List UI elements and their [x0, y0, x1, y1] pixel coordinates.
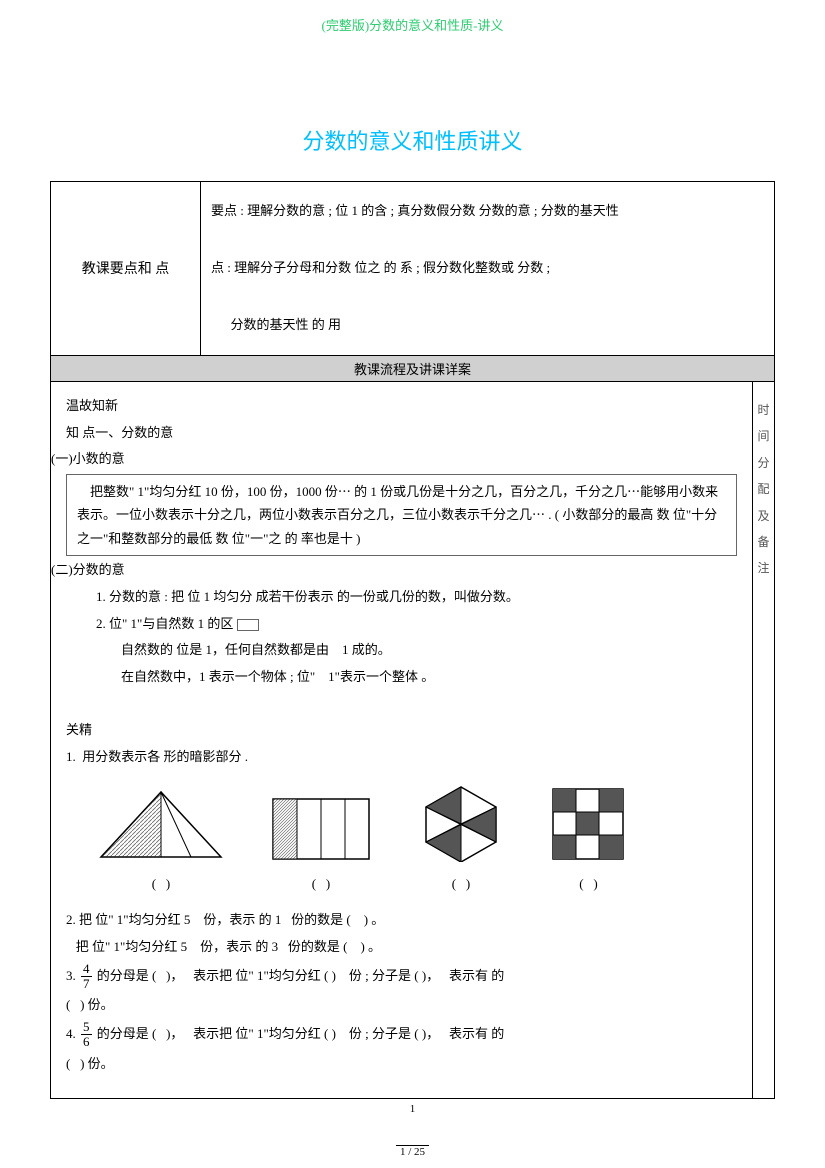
def1: 1. 分数的意 : 把 位 1 均匀分 成若干份表示 的一份或几份的数，叫做分数… — [66, 585, 737, 610]
points-label: 教课要点和 点 — [51, 182, 201, 356]
doc-title: 分数的意义和性质讲义 — [50, 124, 775, 156]
triangle-shape — [96, 787, 226, 862]
ex4b: ( ) 份。 — [66, 1052, 737, 1077]
decimal-box: 把整数" 1"均匀分红 10 份，100 份，1000 份⋯ 的 1 份或几份是… — [66, 474, 737, 556]
doc-header: (完整版)分数的意义和性质-讲义 — [50, 15, 775, 34]
grid-shape — [551, 787, 626, 862]
shapes-row — [66, 772, 737, 867]
page-footer: 1 1 / 25 — [0, 1103, 825, 1158]
ex3: 3. 47 的分母是 ( )， 表示把 位" 1"均匀分红 ( ) 份 ; 分子… — [66, 962, 737, 992]
ex2b: 把 位" 1"均匀分红 5 份，表示 的 3 份的数是 ( ) 。 — [66, 935, 737, 960]
section-header: 教课流程及讲课详案 — [51, 355, 775, 381]
hexagon-shape — [416, 782, 506, 862]
def2a: 自然数的 位是 1，任何自然数都是由 1 成的。 — [66, 638, 737, 663]
ex3b: ( ) 份。 — [66, 993, 737, 1018]
lesson-body: 温故知新 知 点一、分数的意 (一)小数的意 把整数" 1"均匀分红 10 份，… — [51, 381, 753, 1098]
def2: 2. 位" 1"与自然数 1 的区 — [66, 612, 737, 637]
exercises-heading: 关精 — [66, 718, 737, 743]
lesson-table: 教课要点和 点 要点 : 理解分数的意 ; 位 1 的含 ; 真分数假分数 分数… — [50, 181, 775, 1099]
def2b: 在自然数中，1 表示一个物体 ; 位" 1"表示一个整体 。 — [66, 665, 737, 690]
ex2a: 2. 把 位" 1"均匀分红 5 份，表示 的 1 份的数是 ( ) 。 — [66, 908, 737, 933]
shape-labels: ( ) ( ) ( ) ( ) — [66, 867, 737, 907]
sub2: (二)分数的意 — [51, 558, 737, 583]
review-heading: 温故知新 — [66, 394, 737, 419]
point1-heading: 知 点一、分数的意 — [66, 421, 737, 446]
ex4: 4. 56 的分母是 ( )， 表示把 位" 1"均匀分红 ( ) 份 ; 分子… — [66, 1020, 737, 1050]
points-content: 要点 : 理解分数的意 ; 位 1 的含 ; 真分数假分数 分数的意 ; 分数的… — [201, 182, 775, 356]
rectangle-shape — [271, 797, 371, 862]
ex1: 1. 用分数表示各 形的暗影部分 . — [66, 745, 737, 770]
sub1: (一)小数的意 — [51, 447, 737, 472]
side-notes: 时 间 分 配 及 备 注 — [753, 381, 775, 1098]
